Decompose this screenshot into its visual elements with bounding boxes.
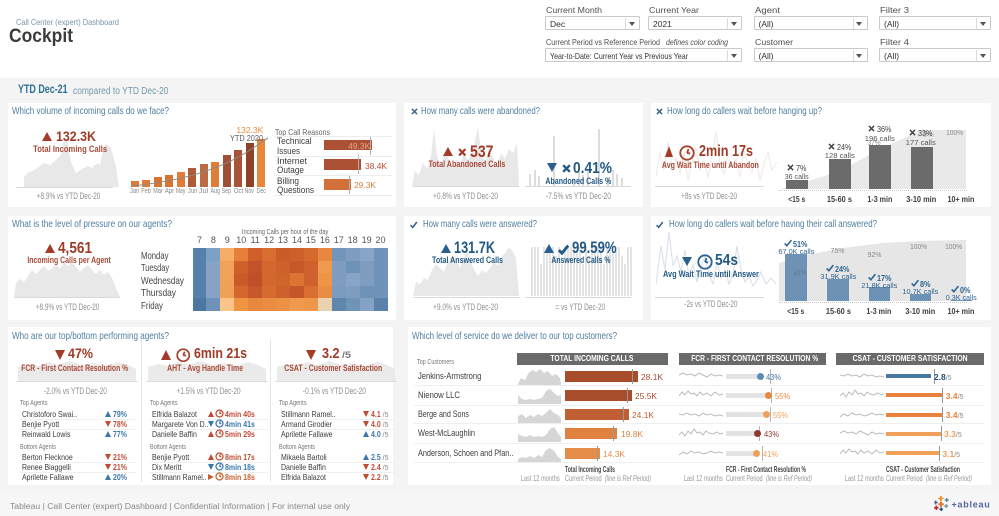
svg-text:+ableau: +ableau: [952, 500, 991, 510]
